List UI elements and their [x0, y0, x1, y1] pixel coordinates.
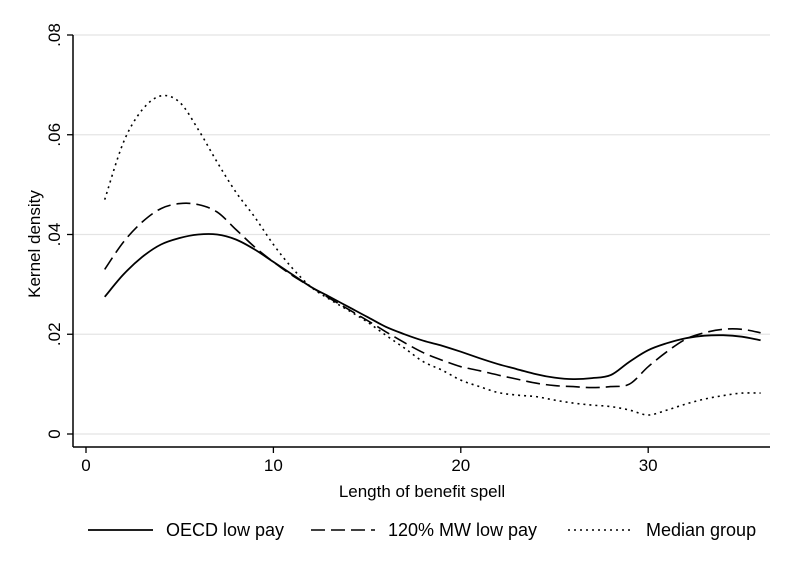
y-tick-label: 0: [45, 429, 64, 438]
y-axis-title: Kernel density: [25, 190, 44, 298]
legend-label-oecd-low-pay: OECD low pay: [166, 520, 284, 540]
x-axis-ticks: 0 10 20 30: [81, 447, 658, 475]
series-line-oecd-low-pay: [104, 233, 761, 381]
y-tick-label: .08: [45, 23, 64, 47]
series-line-median-group: [103, 94, 761, 416]
series-lines: [103, 94, 761, 416]
y-tick-label: .04: [45, 223, 64, 247]
x-tick-label: 30: [639, 456, 658, 475]
legend: OECD low pay 120% MW low pay Median grou…: [88, 520, 756, 540]
x-axis-title: Length of benefit spell: [339, 482, 505, 501]
series-line-120-mw-low-pay: [104, 202, 761, 389]
axes: [72, 35, 770, 448]
legend-label-median-group: Median group: [646, 520, 756, 540]
y-axis-ticks: 0 .02 .04 .06 .08: [45, 23, 73, 439]
y-tick-label: .02: [45, 322, 64, 346]
x-tick-label: 0: [81, 456, 90, 475]
grid-lines: [73, 34, 770, 435]
x-tick-label: 20: [451, 456, 470, 475]
x-tick-label: 10: [264, 456, 283, 475]
legend-label-120-mw-low-pay: 120% MW low pay: [388, 520, 537, 540]
y-tick-label: .06: [45, 123, 64, 147]
